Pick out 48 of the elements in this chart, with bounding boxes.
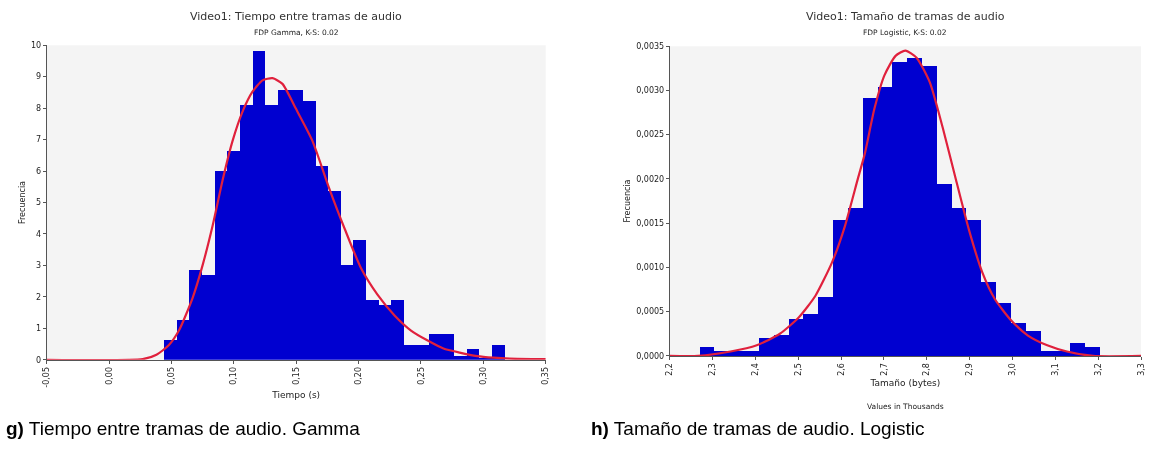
x-axis-title: Tamaño (bytes) <box>869 377 941 388</box>
y-tick-label: 0,0015 <box>636 218 665 228</box>
text: h) Tamaño de tramas de audio. Logistic <box>591 418 925 439</box>
x-tick-label: 0,00 <box>104 367 114 385</box>
y-tick-label: 7 <box>35 135 42 145</box>
y-tick-label: 1 <box>35 324 42 334</box>
x-tick-label: 2,2 <box>665 363 675 376</box>
x-tick-label: 0,10 <box>229 367 239 385</box>
x-tick-label: 0,05 <box>167 367 177 385</box>
x-tick-label: 2,5 <box>793 363 803 376</box>
y-tick-label: 0,0005 <box>636 307 665 317</box>
chart-title: Video1: Tamaño de tramas de audio <box>806 10 1005 23</box>
x-tick-label: 0,15 <box>291 367 301 385</box>
y-tick-label: 0,0025 <box>636 130 665 140</box>
x-tick-label: 3,2 <box>1093 363 1103 376</box>
chart-title: Video1: Tiempo entre tramas de audio <box>190 10 402 23</box>
x-tick-label: 2,7 <box>879 363 889 376</box>
x-tick-label: 2,3 <box>708 363 718 376</box>
y-tick-label: 0,0035 <box>636 41 665 51</box>
x-tick-label: 3,1 <box>1050 363 1060 376</box>
x-axis-title: Tiempo (s) <box>271 389 321 400</box>
y-tick-label: 0,0030 <box>636 86 665 96</box>
text: g) Tiempo entre tramas de audio. Gamma <box>6 418 361 439</box>
x-tick-label: 2,8 <box>922 363 932 376</box>
y-tick-label: 9 <box>35 72 42 82</box>
y-tick-label: 0,0010 <box>636 263 665 273</box>
y-tick-label: 4 <box>35 229 42 239</box>
x-tick-label: 2,9 <box>965 363 975 376</box>
y-tick-label: 8 <box>35 103 42 113</box>
y-axis-title: Frecuencia <box>17 180 27 225</box>
x-tick-label: 3,3 <box>1136 363 1146 376</box>
x-tick-label: 0,35 <box>541 367 551 385</box>
y-tick-label: 0,0020 <box>636 174 665 184</box>
x-tick-label: 3,0 <box>1008 363 1018 376</box>
y-tick-label: 2 <box>35 292 42 302</box>
x-tick-label: -0,05 <box>42 367 52 388</box>
x-tick-label: 0,25 <box>416 367 426 385</box>
y-tick-label: 6 <box>35 166 42 176</box>
x-tick-label: 2,6 <box>836 363 846 376</box>
y-tick-label: 0,0000 <box>636 351 665 361</box>
y-axis-title: Frecuencia <box>622 179 632 223</box>
x-tick-label: 0,30 <box>478 367 488 385</box>
y-tick-label: 0 <box>35 355 42 365</box>
x-tick-label: 0,20 <box>354 367 364 385</box>
x-tick-label: 2,4 <box>751 363 761 376</box>
y-tick-label: 10 <box>30 40 42 50</box>
y-tick-label: 3 <box>35 261 42 271</box>
y-tick-label: 5 <box>35 198 42 208</box>
